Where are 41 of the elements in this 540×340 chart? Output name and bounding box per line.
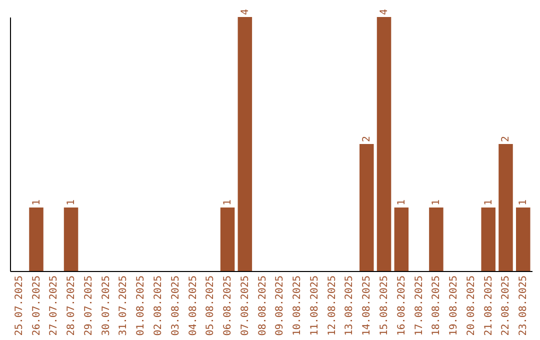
data-label: 4 — [379, 8, 390, 15]
x-tick-label: 13.08.2025 — [344, 276, 356, 336]
data-label: 4 — [240, 8, 251, 15]
data-label: 1 — [222, 199, 234, 206]
x-tick-label: 29.07.2025 — [83, 276, 94, 336]
data-label: 2 — [362, 136, 373, 142]
x-tick-label: 22.08.2025 — [500, 276, 512, 336]
x-tick-label: 10.08.2025 — [292, 276, 304, 336]
x-tick-label: 03.08.2025 — [170, 276, 182, 336]
x-tick-label: 11.08.2025 — [309, 276, 320, 336]
x-tick-label: 18.08.2025 — [431, 276, 442, 336]
data-label: 1 — [66, 199, 78, 206]
x-tick-label: 02.08.2025 — [152, 276, 164, 336]
x-tick-label: 23.08.2025 — [518, 276, 530, 336]
x-tick-label: 05.08.2025 — [205, 276, 216, 336]
x-tick-label: 09.08.2025 — [274, 276, 286, 336]
x-tick-label: 14.08.2025 — [362, 276, 373, 336]
x-tick-label: 01.08.2025 — [136, 276, 147, 336]
x-tick-label: 16.08.2025 — [396, 276, 408, 336]
x-tick-label: 07.08.2025 — [240, 276, 251, 336]
data-label: 1 — [31, 199, 42, 206]
x-tick-label: 28.07.2025 — [66, 276, 78, 336]
x-tick-label: 17.08.2025 — [414, 276, 425, 336]
x-tick-label: 15.08.2025 — [379, 276, 390, 336]
data-label: 1 — [518, 199, 530, 206]
x-tick-label: 25.07.2025 — [14, 276, 25, 336]
x-tick-label: 20.08.2025 — [466, 276, 477, 336]
x-tick-label: 08.08.2025 — [257, 276, 268, 336]
x-tick-label: 06.08.2025 — [222, 276, 234, 336]
x-tick-label: 21.08.2025 — [483, 276, 494, 336]
x-tick-label: 31.07.2025 — [118, 276, 130, 336]
data-label: 1 — [396, 199, 408, 206]
x-tick-label: 30.07.2025 — [100, 276, 112, 336]
data-label: 1 — [431, 199, 442, 206]
x-tick-label: 26.07.2025 — [31, 276, 42, 336]
x-tick-label: 19.08.2025 — [448, 276, 460, 336]
x-tick-label: 27.07.2025 — [48, 276, 60, 336]
data-label: 2 — [500, 136, 512, 142]
x-tick-label: 12.08.2025 — [326, 276, 338, 336]
x-tick-label: 04.08.2025 — [188, 276, 199, 336]
data-label: 1 — [483, 199, 494, 206]
